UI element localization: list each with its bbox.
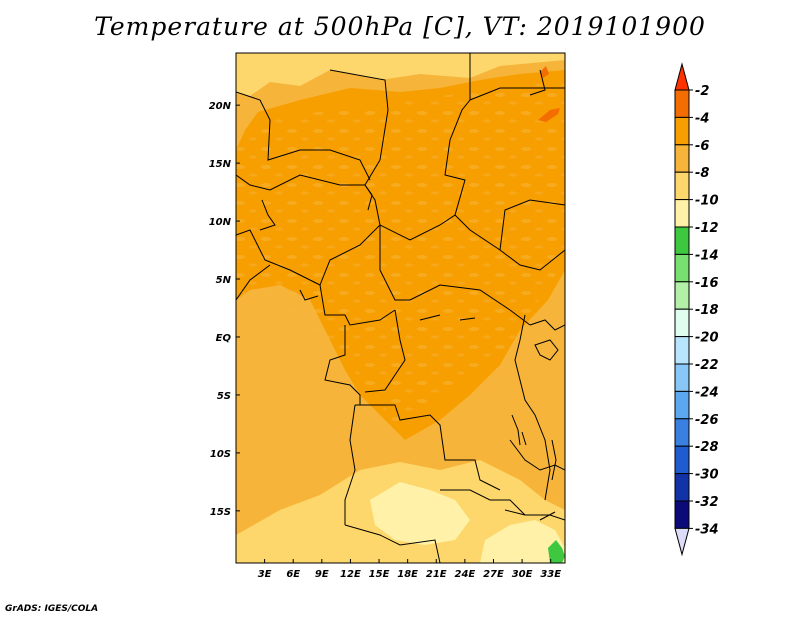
country-borders — [236, 53, 565, 563]
colorbar-cell-1 — [674, 89, 690, 118]
y-tick-label-4: EQ — [216, 333, 232, 344]
colorbar-label-0: -2 — [695, 84, 709, 99]
x-axis: 3E 6E 9E 12E 15E 18E 21E 24E 27E 30E 33E — [258, 559, 561, 580]
colorbar-cell-9 — [674, 308, 690, 338]
colorbar-label-8: -18 — [695, 303, 719, 318]
y-tick-label-6: 10S — [210, 449, 231, 460]
x-tick-label-8: 27E — [483, 569, 504, 580]
colorbar-label-11: -24 — [695, 385, 719, 400]
colorbar-cell-0 — [674, 62, 690, 91]
field-region-south-east — [480, 520, 565, 563]
colorbar-label-5: -12 — [695, 221, 719, 236]
colorbar-label-14: -30 — [695, 468, 719, 483]
colorbar-cell-2 — [674, 116, 690, 146]
colorbar-label-10: -22 — [695, 358, 719, 373]
colorbar: -2 -4 -6 -8 -10 -12 -14 -16 -18 -20 -22 -24 -26 -28 -3… — [674, 62, 719, 557]
colorbar-label-16: -34 — [695, 522, 719, 537]
field-region-hot-spot — [538, 108, 560, 122]
field-region-lake-malawi — [548, 540, 565, 563]
temperature-field — [236, 53, 565, 563]
x-tick-label-7: 24E — [454, 569, 475, 580]
y-tick-label-3: 5N — [216, 275, 232, 286]
colorbar-cell-16 — [674, 500, 690, 529]
field-region-kalahari — [370, 482, 470, 545]
colorbar-cell-13 — [674, 418, 690, 447]
colorbar-cell-14 — [674, 445, 690, 475]
x-tick-label-2: 9E — [315, 569, 329, 580]
field-region-sahara — [236, 53, 565, 96]
colorbar-cell-5 — [674, 199, 690, 228]
x-tick-label-3: 12E — [340, 569, 361, 580]
colorbar-cell-7 — [674, 253, 690, 283]
x-tick-label-10: 33E — [540, 569, 561, 580]
colorbar-label-1: -4 — [695, 111, 709, 126]
colorbar-label-13: -28 — [695, 440, 719, 455]
field-region-hot-spot-2 — [540, 66, 549, 78]
colorbar-label-2: -6 — [695, 139, 709, 154]
colorbar-cell-8 — [674, 281, 690, 310]
colorbar-label-12: -26 — [695, 413, 719, 428]
colorbar-cell-10 — [674, 336, 690, 365]
colorbar-cell-4 — [674, 171, 690, 201]
x-tick-label-9: 30E — [512, 569, 533, 580]
colorbar-cell-15 — [674, 473, 690, 502]
y-tick-label-2: 10N — [209, 217, 232, 228]
colorbar-cell-17 — [674, 527, 690, 557]
colorbar-cell-6 — [674, 226, 690, 255]
x-tick-label-0: 3E — [258, 569, 272, 580]
y-tick-label-0: 20N — [209, 101, 232, 112]
colorbar-cell-12 — [674, 390, 690, 420]
colorbar-label-4: -10 — [695, 194, 719, 209]
x-tick-label-1: 6E — [286, 569, 300, 580]
grads-credit: GrADS: IGES/COLA — [5, 604, 99, 614]
colorbar-label-15: -32 — [695, 495, 719, 510]
colorbar-label-3: -8 — [695, 166, 709, 181]
x-tick-label-5: 18E — [397, 569, 418, 580]
colorbar-label-6: -14 — [695, 248, 719, 263]
colorbar-label-9: -20 — [695, 331, 719, 346]
y-tick-label-5: 5S — [217, 391, 231, 402]
colorbar-cell-11 — [674, 363, 690, 392]
chart-title: Temperature at 500hPa [C], VT: 201910190… — [94, 12, 706, 41]
y-tick-label-1: 15N — [209, 159, 232, 170]
x-tick-label-4: 15E — [369, 569, 390, 580]
colorbar-label-7: -16 — [695, 276, 719, 291]
x-tick-label-6: 21E — [426, 569, 447, 580]
y-axis: 20N 15N 10N 5N EQ 5S 10S 15S — [209, 101, 240, 518]
y-tick-label-7: 15S — [210, 507, 231, 518]
field-texture — [236, 80, 565, 430]
colorbar-cell-3 — [674, 144, 690, 173]
map-frame — [235, 52, 566, 564]
